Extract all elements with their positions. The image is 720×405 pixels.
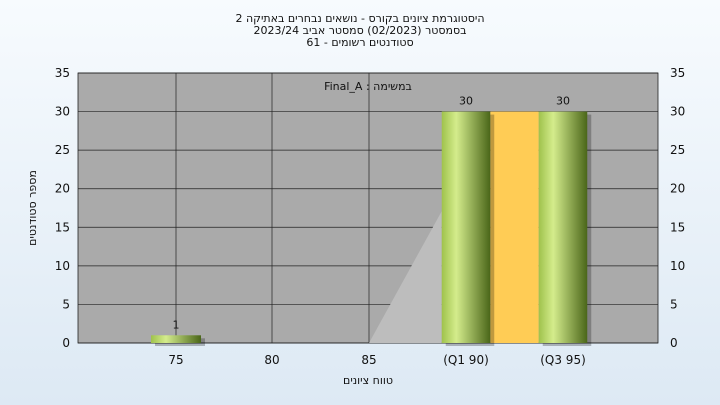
x-tick-label: 80 <box>264 353 279 367</box>
bar-value-label-0: 1 <box>173 318 180 331</box>
bar-value-label-2: 30 <box>556 95 570 108</box>
title-line-2: בסמסטר (02/2023) סמסטר אביב 2023/24 <box>253 24 466 37</box>
y-tick-label-right: 30 <box>670 105 685 119</box>
y-tick-label-left: 15 <box>55 220 70 234</box>
y-axis-title: מספר סטודנטים <box>26 170 39 246</box>
y-tick-label-right: 5 <box>670 297 678 311</box>
y-tick-label-right: 35 <box>670 66 685 80</box>
y-tick-label-right: 25 <box>670 143 685 157</box>
y-tick-label-left: 0 <box>62 336 70 350</box>
y-tick-label-right: 15 <box>670 220 685 234</box>
x-tick-label: (Q1 90) <box>443 353 489 367</box>
x-tick-label: 85 <box>361 353 376 367</box>
x-tick-labels: 75 80 85 (Q1 90) (Q3 95) <box>168 353 585 367</box>
y-tick-label-left: 20 <box>55 182 70 196</box>
y-tick-label-right: 0 <box>670 336 678 350</box>
y-tick-label-left: 25 <box>55 143 70 157</box>
x-tick-label: 75 <box>168 353 183 367</box>
plot-border <box>77 72 659 344</box>
chart-title: היסטוגרמת ציונים בקורס - נושאים נבחרים ב… <box>235 12 484 49</box>
y-tick-label-right: 20 <box>670 182 685 196</box>
x-tick-label: (Q3 95) <box>540 353 586 367</box>
y-tick-labels-right: 0 5 10 15 20 25 30 35 <box>670 66 685 350</box>
distribution-area <box>369 211 442 343</box>
bar-value-label-1: 30 <box>459 95 473 108</box>
annotation-label: Final_A : במשימה <box>324 80 412 93</box>
y-tick-label-left: 5 <box>62 297 70 311</box>
title-line-3: סטודנטים רשומים - 61 <box>306 36 413 49</box>
bars-group: 1 30 30 <box>151 95 592 346</box>
y-tick-labels-left: 0 5 10 15 20 25 30 35 <box>55 66 70 350</box>
bar-0 <box>151 335 201 343</box>
title-line-1: היסטוגרמת ציונים בקורס - נושאים נבחרים ב… <box>235 12 484 25</box>
iqr-band <box>490 111 539 343</box>
y-tick-label-left: 10 <box>55 259 70 273</box>
x-axis-title: טווח ציונים <box>343 374 393 387</box>
y-tick-label-left: 35 <box>55 66 70 80</box>
bar-1 <box>441 111 491 343</box>
y-tick-label-right: 10 <box>670 259 685 273</box>
bar-2 <box>538 111 588 343</box>
y-tick-label-left: 30 <box>55 105 70 119</box>
